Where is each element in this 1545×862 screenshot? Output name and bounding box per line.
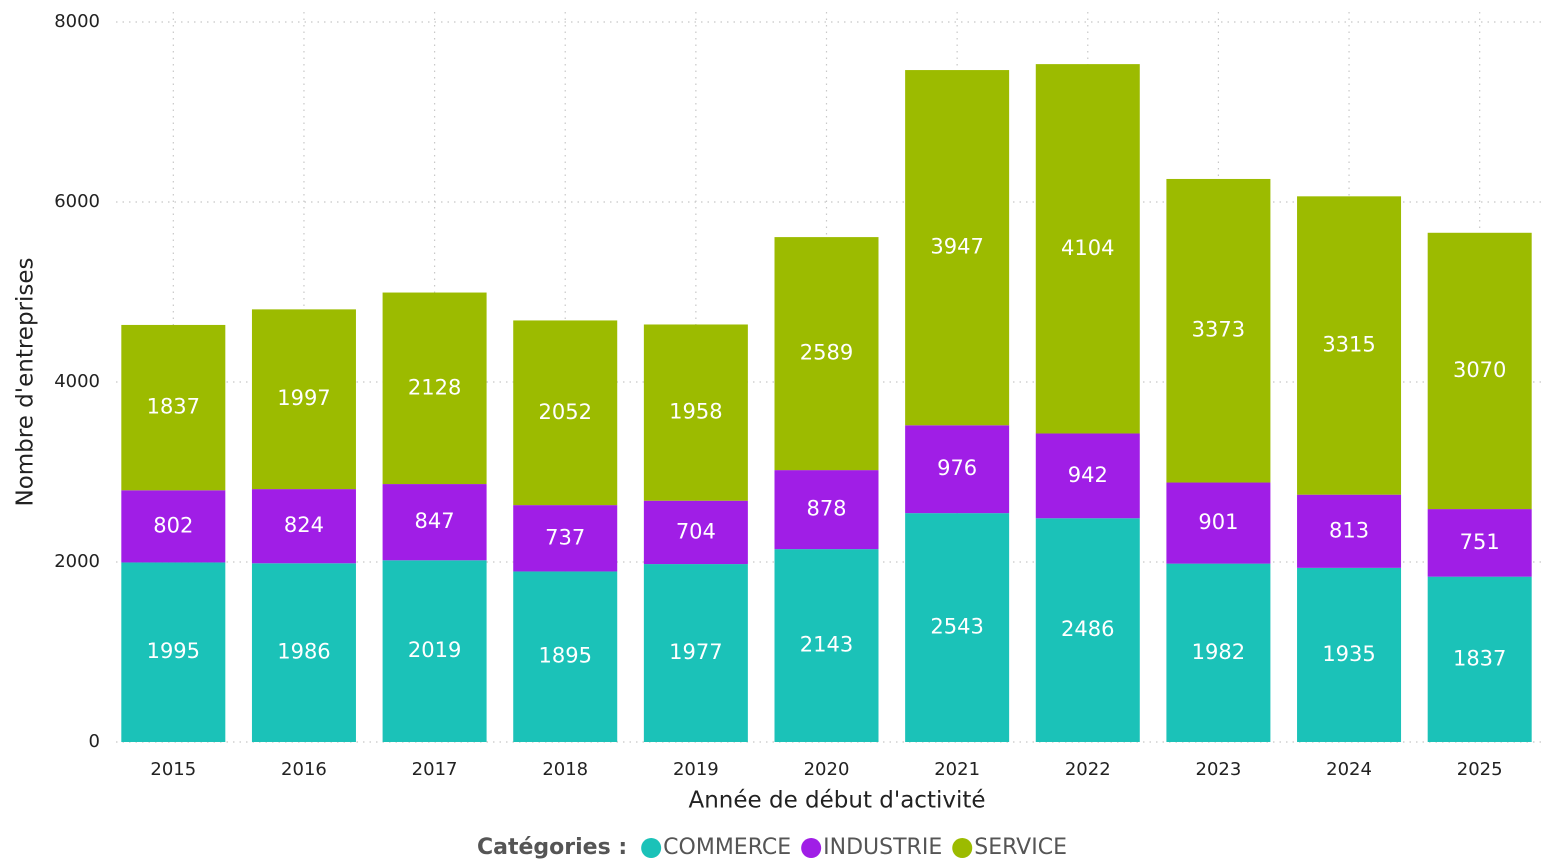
data-label: 704: [676, 519, 716, 543]
legend-label: COMMERCE: [663, 835, 791, 860]
data-label: 1997: [277, 386, 330, 410]
data-label: 878: [806, 497, 846, 521]
bar-segment: [1166, 482, 1271, 564]
legend-label: SERVICE: [974, 835, 1067, 860]
data-label: 1958: [669, 400, 722, 424]
data-label: 2128: [408, 375, 461, 399]
data-label: 3947: [930, 235, 983, 259]
data-label: 1895: [539, 644, 592, 668]
data-label: 4104: [1061, 236, 1114, 260]
data-label: 1986: [277, 640, 330, 664]
bar-segment: [774, 470, 879, 550]
data-label: 824: [284, 513, 324, 537]
x-tick-label: 2025: [1457, 759, 1503, 780]
bar-segment: [382, 484, 487, 561]
data-label: 3070: [1453, 358, 1506, 382]
data-label: 2019: [408, 638, 461, 662]
data-label: 2589: [800, 341, 853, 365]
bar-segment: [643, 500, 748, 565]
data-label: 2543: [930, 615, 983, 639]
bar-segment: [513, 320, 618, 506]
bar-segment: [643, 324, 748, 501]
x-tick-label: 2017: [412, 759, 458, 780]
data-label: 3315: [1322, 333, 1375, 357]
data-label: 2052: [539, 400, 592, 424]
bar-segment: [121, 490, 226, 563]
bar-segment: [513, 505, 618, 572]
x-tick-label: 2021: [934, 759, 980, 780]
bar-segment: [905, 513, 1010, 742]
data-label: 737: [545, 525, 585, 549]
bar-segment: [1297, 494, 1402, 568]
x-tick-label: 2016: [281, 759, 327, 780]
data-label: 2143: [800, 633, 853, 657]
bar-segment: [251, 489, 356, 564]
x-tick-label: 2022: [1065, 759, 1111, 780]
x-tick-label: 2018: [542, 759, 588, 780]
data-label: 3373: [1192, 318, 1245, 342]
bar-segment: [382, 292, 487, 485]
data-label: 1977: [669, 640, 722, 664]
legend-marker: [952, 838, 973, 858]
bar-segment: [1427, 576, 1532, 742]
data-label: 1837: [147, 395, 200, 419]
bar-segment: [1297, 567, 1402, 742]
bar-segment: [1166, 563, 1271, 742]
y-tick-label: 8000: [54, 11, 100, 32]
bar-segment: [643, 564, 748, 742]
data-label: 802: [153, 513, 193, 537]
bar-segment: [121, 562, 226, 742]
bar-segment: [1035, 433, 1140, 519]
bar-segment: [1297, 196, 1402, 495]
x-tick-label: 2020: [804, 759, 850, 780]
bar-segment: [1035, 64, 1140, 434]
bar-segment: [774, 549, 879, 742]
y-tick-label: 6000: [54, 191, 100, 212]
bar-segment: [121, 324, 226, 491]
x-tick-label: 2019: [673, 759, 719, 780]
bar-segment: [905, 425, 1010, 514]
data-label: 1995: [147, 639, 200, 663]
data-label: 1982: [1192, 640, 1245, 664]
bar-segment: [513, 571, 618, 742]
data-label: 751: [1460, 530, 1500, 554]
x-axis-title: Année de début d'activité: [688, 788, 985, 814]
bar-segment: [905, 70, 1010, 426]
data-label: 976: [937, 456, 977, 480]
x-tick-label: 2015: [150, 759, 196, 780]
data-label: 813: [1329, 518, 1369, 542]
bar-segment: [1427, 232, 1532, 510]
bar-segment: [774, 237, 879, 471]
legend-marker: [801, 838, 822, 858]
data-label: 901: [1198, 510, 1238, 534]
y-tick-label: 4000: [54, 371, 100, 392]
y-tick-label: 0: [89, 731, 100, 752]
bar-segment: [1166, 178, 1271, 483]
data-label: 847: [415, 509, 455, 533]
legend-marker: [641, 838, 662, 858]
bar-segment: [251, 309, 356, 490]
bar-segment: [382, 560, 487, 742]
bar-segment: [251, 563, 356, 742]
legend-title: Catégories :: [477, 835, 627, 860]
data-label: 2486: [1061, 617, 1114, 641]
y-axis-title: Nombre d'entreprises: [13, 257, 39, 506]
data-label: 942: [1068, 463, 1108, 487]
bar-segment: [1427, 509, 1532, 577]
bar-segment: [1035, 518, 1140, 742]
x-tick-label: 2023: [1196, 759, 1242, 780]
legend-label: INDUSTRIE: [823, 835, 942, 860]
data-label: 1837: [1453, 646, 1506, 670]
x-tick-label: 2024: [1326, 759, 1372, 780]
data-label: 1935: [1322, 642, 1375, 666]
y-tick-label: 2000: [54, 551, 100, 572]
